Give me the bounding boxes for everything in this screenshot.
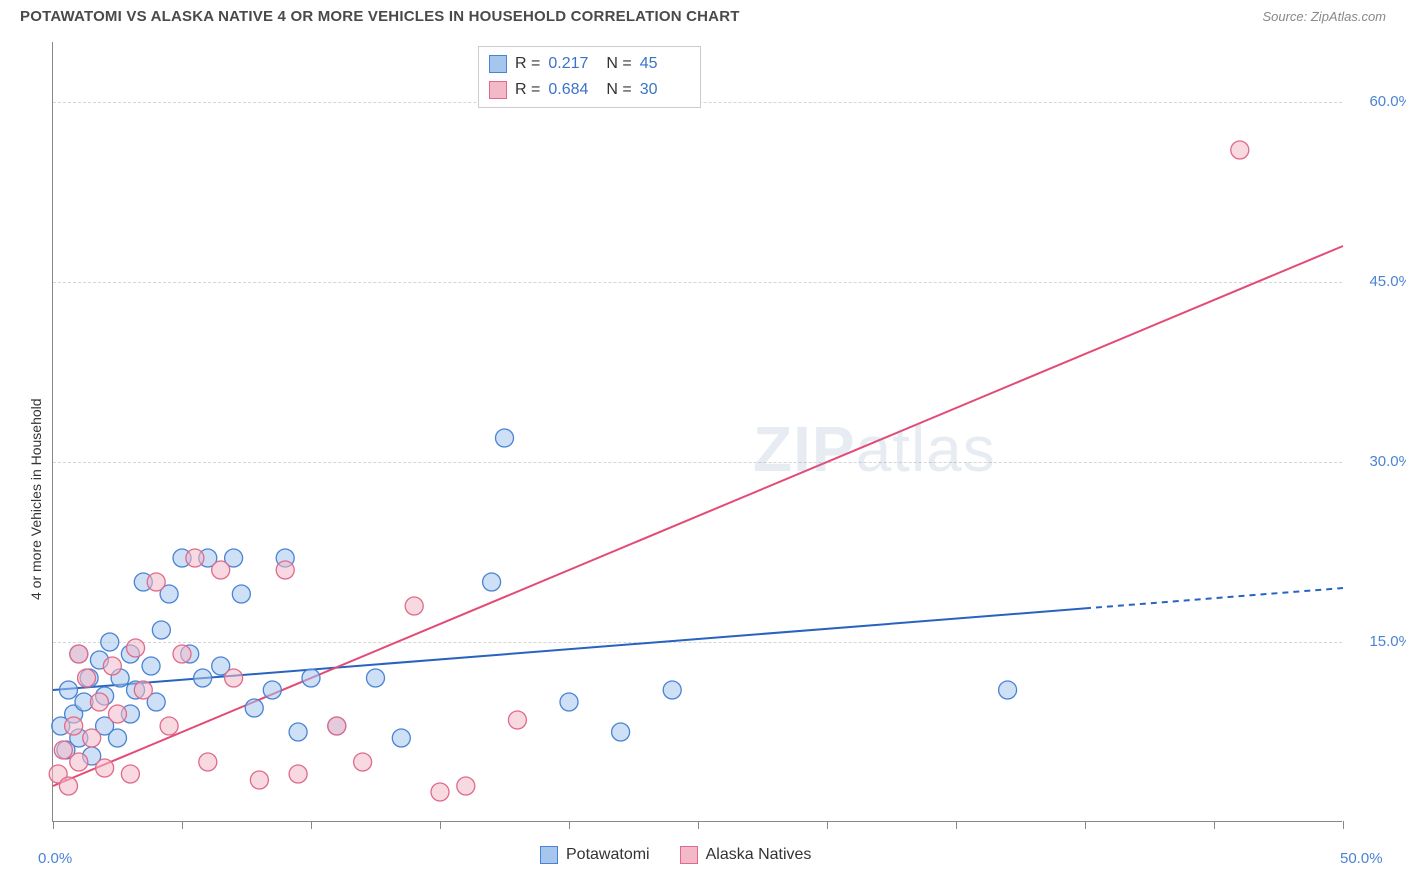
swatch-icon: [540, 846, 558, 864]
n-value: 45: [640, 51, 690, 77]
y-axis-label: 4 or more Vehicles in Household: [28, 398, 44, 600]
legend-item: Alaska Natives: [680, 846, 812, 864]
r-value: 0.217: [548, 51, 598, 77]
y-tick-label: 15.0%: [1352, 633, 1406, 650]
legend-label: Potawatomi: [566, 846, 650, 864]
chart-title: POTAWATOMI VS ALASKA NATIVE 4 OR MORE VE…: [20, 8, 740, 25]
title-bar: POTAWATOMI VS ALASKA NATIVE 4 OR MORE VE…: [0, 0, 1406, 29]
y-tick-label: 60.0%: [1352, 93, 1406, 110]
x-axis-max-label: 50.0%: [1340, 850, 1383, 867]
series-legend: Potawatomi Alaska Natives: [540, 846, 811, 864]
n-value: 30: [640, 77, 690, 103]
swatch-icon: [489, 81, 507, 99]
swatch-icon: [680, 846, 698, 864]
stats-legend-box: R = 0.217 N = 45 R = 0.684 N = 30: [478, 46, 701, 108]
source-label: Source: ZipAtlas.com: [1262, 9, 1386, 24]
n-label: N =: [606, 77, 631, 103]
scatter-plot-svg: [53, 42, 1342, 821]
swatch-icon: [489, 55, 507, 73]
y-tick-label: 45.0%: [1352, 273, 1406, 290]
chart-plot-area: 15.0%30.0%45.0%60.0% ZIPatlas R = 0.217 …: [52, 42, 1342, 822]
legend-item: Potawatomi: [540, 846, 650, 864]
r-value: 0.684: [548, 77, 598, 103]
y-tick-label: 30.0%: [1352, 453, 1406, 470]
r-label: R =: [515, 77, 540, 103]
x-axis-min-label: 0.0%: [38, 850, 72, 867]
legend-label: Alaska Natives: [706, 846, 812, 864]
stats-row: R = 0.684 N = 30: [489, 77, 690, 103]
r-label: R =: [515, 51, 540, 77]
stats-row: R = 0.217 N = 45: [489, 51, 690, 77]
n-label: N =: [606, 51, 631, 77]
